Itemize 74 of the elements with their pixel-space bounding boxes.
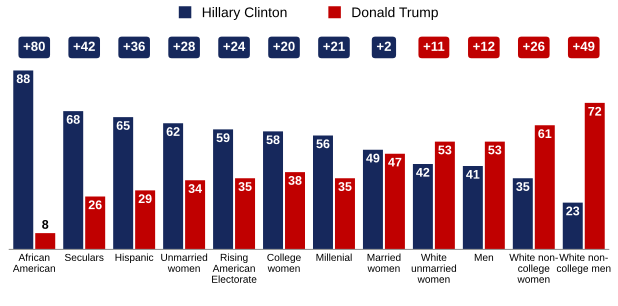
bar xyxy=(434,142,455,250)
data-label: 65 xyxy=(116,121,130,130)
bar xyxy=(534,125,555,250)
bar xyxy=(334,178,355,250)
bar xyxy=(412,164,433,250)
bar xyxy=(384,154,405,250)
text: +49 xyxy=(573,42,594,51)
bar xyxy=(312,135,333,250)
data-label: 72 xyxy=(588,106,602,116)
bar xyxy=(584,102,605,250)
text: +12 xyxy=(473,42,495,51)
data-label: 42 xyxy=(416,168,430,177)
data-label: 35 xyxy=(516,182,530,191)
data-label: 35 xyxy=(238,182,252,191)
data-label: 8 xyxy=(42,220,48,229)
x-tick-label: African American xyxy=(12,254,55,272)
text: +26 xyxy=(523,42,545,51)
x-tick-label: White unmarried women xyxy=(412,254,456,283)
legend-label: Hillary Clinton xyxy=(202,7,286,20)
data-label: 58 xyxy=(266,135,280,144)
text: +36 xyxy=(124,42,145,51)
x-tick-label: Seculars xyxy=(64,254,104,262)
x-tick-label: White non- college men xyxy=(556,254,610,274)
bar xyxy=(163,123,184,250)
bar xyxy=(285,172,306,250)
data-label: 68 xyxy=(66,114,80,124)
bar xyxy=(13,70,34,250)
data-label: 88 xyxy=(16,74,30,84)
text: +11 xyxy=(424,42,444,51)
bar xyxy=(63,111,84,250)
data-label: 29 xyxy=(138,194,152,204)
x-tick-label: Unmarried women xyxy=(161,254,208,272)
x-tick-label: Men xyxy=(474,254,494,262)
text: +42 xyxy=(74,42,95,51)
data-label: 47 xyxy=(388,158,402,166)
x-tick-label: Married women xyxy=(368,254,400,272)
bar xyxy=(35,233,56,250)
data-label: 59 xyxy=(216,133,230,142)
data-label: 49 xyxy=(366,154,380,162)
text: +24 xyxy=(223,42,246,51)
text: +21 xyxy=(323,42,345,51)
bar xyxy=(135,190,156,250)
data-label: 23 xyxy=(566,206,580,216)
bar xyxy=(235,178,256,250)
bar xyxy=(512,178,533,250)
data-label: 34 xyxy=(188,184,202,194)
bar xyxy=(85,196,106,250)
data-label: 53 xyxy=(438,145,452,154)
bar xyxy=(263,131,284,250)
x-tick-label: Rising American Electorate xyxy=(212,254,256,283)
text: +20 xyxy=(273,42,295,51)
data-label: 56 xyxy=(316,139,330,148)
legend-label: Donald Trump xyxy=(352,7,438,20)
data-label: 61 xyxy=(538,129,552,138)
text: +28 xyxy=(173,42,195,51)
data-label: 53 xyxy=(488,145,502,154)
bar xyxy=(362,150,383,250)
bar xyxy=(484,142,505,250)
data-label: 62 xyxy=(166,127,180,136)
bar xyxy=(185,180,206,250)
data-label: 38 xyxy=(288,176,302,185)
x-tick-label: College women xyxy=(267,254,301,272)
text: +80 xyxy=(24,42,45,51)
data-label: 35 xyxy=(338,182,352,191)
bar xyxy=(462,166,483,250)
data-label: 26 xyxy=(88,200,102,210)
data-label: 41 xyxy=(466,170,480,179)
x-tick-label: White non- college women xyxy=(509,254,558,283)
bar xyxy=(213,129,234,250)
x-tick-label: Hispanic xyxy=(116,254,154,264)
text: +2 xyxy=(376,42,391,51)
x-tick-label: Millenial xyxy=(316,254,352,262)
bar xyxy=(113,117,134,250)
bar xyxy=(562,202,583,250)
